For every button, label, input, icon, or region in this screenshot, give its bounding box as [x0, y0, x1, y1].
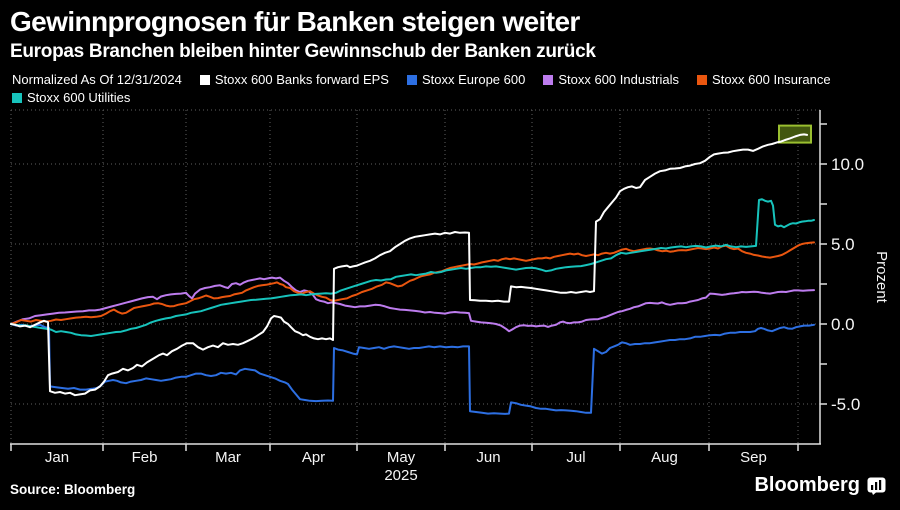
legend-item: Stoxx 600 Industrials [543, 72, 679, 87]
legend-item-label: Stoxx 600 Insurance [712, 72, 831, 87]
x-axis-year-label: 2025 [384, 467, 417, 484]
series-line-stoxx-600-utilities [10, 198, 815, 337]
legend-item: Stoxx 600 Utilities [12, 90, 130, 105]
legend-swatch-icon [406, 74, 417, 85]
x-tick-label: Aug [651, 449, 678, 466]
x-tick-label: Jul [566, 449, 585, 466]
x-tick-label: May [387, 449, 416, 466]
legend-item: Stoxx 600 Banks forward EPS [199, 72, 389, 87]
legend-item-label: Stoxx 600 Banks forward EPS [214, 72, 389, 87]
legend-item-label: Stoxx 600 Utilities [27, 90, 131, 105]
x-tick-label: Jun [476, 449, 500, 466]
bloomberg-terminal-icon [867, 477, 886, 495]
legend-item: Stoxx 600 Insurance [697, 72, 831, 87]
y-tick-label: 5.0 [831, 235, 855, 254]
y-tick-label: -5.0 [831, 395, 860, 414]
y-axis-title: Prozent [873, 251, 890, 304]
page-subtitle: Europas Branchen bleiben hinter Gewinnsc… [10, 41, 596, 62]
axes [10, 109, 827, 451]
series-line-stoxx-600-insurance [10, 241, 815, 325]
x-tick-label: Jan [45, 449, 69, 466]
x-tick-label: Sep [740, 449, 767, 466]
series-line-stoxx-europe-600 [10, 323, 815, 415]
x-tick-label: Apr [302, 449, 325, 466]
legend-note: Normalized As Of 12/31/2024 [12, 72, 182, 87]
legend-swatch-icon [543, 74, 554, 85]
series-line-stoxx-600-industrials [10, 276, 815, 333]
series-lines [10, 124, 815, 415]
chart-legend: Normalized As Of 12/31/2024 Stoxx 600 Ba… [12, 72, 890, 105]
source-credit: Source: Bloomberg [10, 482, 136, 497]
page-title: Gewinnprognosen für Banken steigen weite… [10, 6, 580, 37]
legend-swatch-icon [697, 74, 708, 85]
legend-swatch-icon [12, 92, 22, 103]
x-tick-label: Feb [132, 449, 158, 466]
axis-labels: Jan Feb Mar Apr May Jun Jul Aug Sep 2025 10.0 5.0 0.… [45, 155, 890, 484]
y-tick-label: 0.0 [831, 315, 855, 334]
legend-item-label: Stoxx Europe 600 [421, 72, 526, 87]
legend-swatch-icon [199, 74, 210, 85]
legend-item-label: Stoxx 600 Industrials [558, 72, 680, 87]
y-tick-label: 10.0 [831, 155, 864, 174]
legend-item: Stoxx Europe 600 [406, 72, 526, 87]
bloomberg-logo-text: Bloomberg [754, 474, 860, 496]
x-tick-label: Mar [215, 449, 241, 466]
legend-note-label: Normalized As Of 12/31/2024 [12, 72, 182, 87]
bloomberg-logo: Bloomberg [754, 474, 886, 497]
series-line-stoxx-600-banks-forward-eps [10, 133, 808, 397]
gridlines [10, 110, 820, 444]
